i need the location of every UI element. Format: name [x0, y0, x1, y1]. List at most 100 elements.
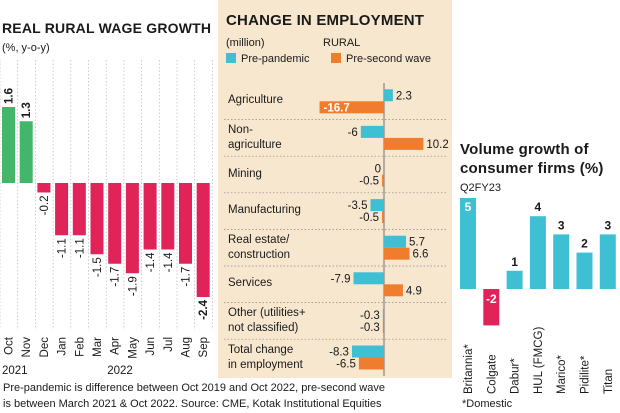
wage-value-label-apr: -1.7 — [110, 267, 122, 287]
volume-value-label: 5 — [465, 200, 472, 214]
source-footnote-line-1: Pre-pandemic is difference between Oct 2… — [3, 382, 385, 394]
employment-value-label: 2.3 — [396, 90, 412, 102]
volume-growth-chart: 5 Britannia* -2 Colgate 1 Dabur* 4 HUL (FMCG) 3 M… — [460, 198, 616, 394]
wage-growth-chart: 1.6 Oct 1.3 Nov -0.2 Dec -1.1 Jan -1.1 Feb -1.5 Mar… — [0, 60, 213, 377]
employment-value-label: -0.3 — [360, 310, 380, 322]
wage-month-label-sep: Sep — [198, 337, 210, 357]
wage-bar-feb — [72, 183, 86, 236]
wage-bar-oct — [2, 107, 15, 183]
employment-bar-pre-pandemic — [353, 272, 384, 285]
volume-bar-3 — [529, 216, 546, 289]
employment-value-label: 5.7 — [409, 237, 425, 249]
employment-bar-pre-pandemic — [351, 345, 384, 358]
employment-value-label: 0 — [375, 164, 381, 176]
employment-chart-subtitle: (million) — [226, 37, 265, 49]
volume-bar-5 — [576, 252, 593, 289]
wage-bar-dec — [37, 183, 51, 193]
volume-bar-2 — [506, 270, 523, 289]
wage-value-label-sep: -2.4 — [198, 299, 210, 319]
employment-bar-pre-pandemic — [384, 235, 407, 248]
wage-month-label-jul: Jul — [163, 337, 175, 352]
employment-bar-pre-second-wave — [319, 101, 384, 114]
volume-value-label: 4 — [535, 200, 542, 214]
volume-value-label: 3 — [558, 218, 565, 232]
volume-firm-label: Titan — [603, 369, 615, 394]
employment-value-label: 6.6 — [412, 249, 428, 261]
volume-value-label: -2 — [486, 292, 497, 306]
wage-value-label-jan: -1.1 — [57, 238, 69, 258]
employment-value-label: -0.5 — [359, 212, 379, 224]
employment-bar-pre-second-wave — [384, 284, 403, 297]
employment-category-label: Other (utilities+ not classified) — [228, 306, 306, 334]
wage-month-label-feb: Feb — [74, 337, 86, 357]
wage-value-label-jul: -1.4 — [163, 252, 175, 272]
wage-bar-aug — [179, 183, 192, 264]
employment-bar-pre-second-wave — [382, 174, 384, 187]
employment-value-label: -8.3 — [329, 347, 349, 359]
wage-bar-nov — [19, 121, 33, 183]
volume-bar-1 — [483, 289, 500, 326]
legend-swatch-pre-second-wave — [331, 53, 341, 63]
rural-label: RURAL — [323, 37, 361, 49]
volume-value-label: 3 — [604, 218, 611, 232]
volume-footnote: *Domestic — [462, 398, 513, 410]
employment-value-label: -6 — [348, 127, 358, 139]
volume-firm-label: Britannia* — [463, 344, 475, 394]
legend-pre-second-wave: Pre-second wave — [331, 53, 431, 65]
volume-value-label: 1 — [511, 255, 518, 269]
volume-firm-label: Pidilite* — [580, 355, 592, 394]
volume-firm-label: HUL (FMCG) — [533, 327, 545, 394]
volume-bar-6 — [599, 234, 616, 289]
source-footnote-line-2: is between March 2021 & Oct 2022. Source… — [3, 398, 382, 410]
volume-firm-label: Dabur* — [510, 358, 522, 394]
employment-bar-pre-second-wave — [382, 320, 384, 333]
wage-month-label-may: May — [127, 337, 139, 359]
employment-bar-pre-pandemic — [370, 199, 384, 212]
wage-value-label-mar: -1.5 — [92, 257, 104, 277]
employment-chart: 2.3-16.7-610.20-0.5-3.5-0.55.76.6-7.94.9… — [224, 83, 449, 376]
wage-bar-may — [125, 183, 139, 274]
volume-chart-title: Volume growth of consumer firms (%) — [460, 141, 604, 177]
wage-month-label-aug: Aug — [181, 337, 193, 357]
employment-chart-title: CHANGE IN EMPLOYMENT — [226, 12, 425, 29]
wage-value-label-dec: -0.2 — [39, 196, 51, 216]
wage-bar-apr — [108, 183, 122, 264]
wage-chart-title: REAL RURAL WAGE GROWTH — [2, 20, 212, 36]
wage-value-label-aug: -1.7 — [181, 267, 193, 287]
employment-bar-pre-pandemic — [384, 89, 393, 102]
wage-value-label-nov: 1.3 — [21, 102, 33, 118]
employment-value-label: -0.3 — [360, 322, 380, 334]
employment-category-label: Manufacturing — [228, 204, 301, 217]
wage-month-label-jan: Jan — [57, 337, 69, 356]
wage-month-label-mar: Mar — [92, 337, 104, 357]
wage-bar-jan — [55, 183, 69, 236]
wage-month-label-oct: Oct — [4, 336, 16, 355]
wage-bar-jul — [161, 183, 175, 250]
employment-category-label: Mining — [228, 167, 262, 180]
wage-month-label-apr: Apr — [110, 337, 122, 355]
employment-category-label: Non- agriculture — [228, 123, 282, 151]
wage-value-label-may: -1.9 — [127, 276, 139, 296]
employment-value-label: 10.2 — [426, 139, 448, 151]
employment-bar-pre-second-wave — [384, 137, 424, 150]
legend-label-pre-second-wave: Pre-second wave — [346, 53, 431, 65]
volume-bar-0 — [460, 198, 476, 289]
wage-value-label-jun: -1.4 — [145, 252, 157, 272]
employment-value-label: -7.9 — [331, 273, 351, 285]
wage-bar-jun — [143, 183, 157, 250]
year-label-2021: 2021 — [2, 365, 28, 377]
wage-month-label-jun: Jun — [145, 337, 157, 356]
wage-month-label-nov: Nov — [21, 337, 33, 358]
wage-chart-subtitle: (%, y-o-y) — [2, 42, 50, 54]
employment-value-label: -16.7 — [324, 102, 350, 114]
wage-month-label-dec: Dec — [39, 337, 51, 358]
legend-pre-pandemic: Pre-pandemic — [226, 53, 309, 65]
wage-value-label-oct: 1.6 — [4, 88, 16, 104]
employment-bar-pre-second-wave — [382, 211, 384, 224]
employment-panel-background — [218, 0, 452, 378]
employment-value-label: -0.5 — [359, 176, 379, 188]
volume-firm-label: Marico* — [556, 354, 568, 394]
employment-bar-pre-second-wave — [384, 247, 410, 260]
volume-firm-label: Colgate — [486, 354, 498, 394]
employment-bar-pre-pandemic — [360, 125, 384, 138]
